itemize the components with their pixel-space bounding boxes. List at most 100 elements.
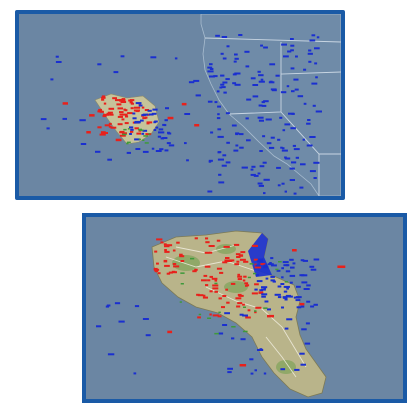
unit-marker <box>134 138 140 141</box>
unit-marker <box>180 260 185 262</box>
unit-marker <box>128 99 133 102</box>
unit-marker <box>235 144 239 147</box>
unit-marker <box>202 294 206 297</box>
unit-marker <box>282 261 289 264</box>
unit-marker <box>167 131 170 134</box>
unit-marker <box>202 296 208 299</box>
unit-marker <box>141 132 145 135</box>
unit-marker <box>264 300 269 303</box>
unit-marker <box>337 265 346 268</box>
unit-marker <box>145 334 151 337</box>
unit-marker <box>148 113 154 116</box>
unit-marker <box>207 66 213 69</box>
unit-marker <box>250 372 254 375</box>
unit-marker <box>119 113 123 116</box>
unit-marker <box>163 259 168 263</box>
unit-marker <box>219 86 223 89</box>
unit-marker <box>290 127 296 130</box>
unit-marker <box>270 88 277 91</box>
unit-marker <box>102 115 107 118</box>
unit-marker <box>309 136 316 138</box>
unit-marker <box>254 369 257 372</box>
unit-marker <box>214 101 218 104</box>
unit-marker <box>205 284 209 287</box>
top-map-panel[interactable] <box>15 10 345 200</box>
unit-marker <box>207 70 214 73</box>
unit-marker <box>233 243 240 246</box>
unit-marker <box>101 98 105 101</box>
unit-marker <box>270 279 275 282</box>
unit-marker <box>142 117 147 120</box>
top-map-canvas[interactable] <box>19 14 341 196</box>
unit-marker <box>55 55 59 58</box>
unit-marker <box>237 293 242 296</box>
unit-marker <box>225 78 230 81</box>
unit-marker <box>142 318 149 320</box>
unit-marker <box>255 264 261 267</box>
unit-marker <box>132 117 137 120</box>
unit-marker <box>263 307 268 309</box>
bottom-map-panel[interactable] <box>82 213 407 403</box>
unit-marker <box>107 353 115 356</box>
unit-marker <box>258 74 264 77</box>
unit-marker <box>130 102 134 105</box>
unit-marker <box>306 122 311 125</box>
unit-marker <box>271 264 277 267</box>
unit-marker <box>222 81 228 84</box>
unit-marker <box>289 167 295 170</box>
unit-marker <box>222 154 227 157</box>
unit-marker <box>307 119 311 121</box>
unit-marker <box>272 280 276 283</box>
unit-marker <box>173 265 180 268</box>
unit-marker <box>217 158 224 161</box>
unit-marker <box>196 293 200 296</box>
unit-marker <box>213 75 218 78</box>
unit-marker <box>141 106 145 109</box>
unit-marker <box>306 144 313 147</box>
bottom-map-canvas[interactable] <box>86 217 403 399</box>
unit-marker <box>284 327 289 330</box>
unit-marker <box>96 325 102 328</box>
unit-marker <box>289 274 296 277</box>
unit-marker <box>174 57 178 60</box>
unit-marker <box>235 297 242 300</box>
unit-marker <box>252 244 257 247</box>
unit-marker <box>306 300 311 303</box>
unit-marker <box>221 36 228 38</box>
unit-marker <box>193 79 200 82</box>
unit-marker <box>218 173 222 176</box>
unit-marker <box>164 119 168 122</box>
unit-marker <box>214 290 218 293</box>
unit-marker <box>223 245 230 248</box>
unit-marker <box>116 103 122 106</box>
unit-marker <box>110 126 117 129</box>
unit-marker <box>231 124 237 127</box>
unit-marker <box>261 104 267 107</box>
unit-marker <box>197 316 201 319</box>
unit-marker <box>280 283 285 285</box>
unit-marker <box>293 78 299 81</box>
unit-marker <box>276 166 281 169</box>
unit-marker <box>269 80 273 83</box>
unit-marker <box>218 297 222 300</box>
unit-marker <box>227 367 233 370</box>
unit-marker <box>205 241 210 244</box>
unit-marker <box>244 282 249 285</box>
unit-marker <box>194 124 200 127</box>
unit-marker <box>296 285 301 288</box>
unit-marker <box>98 108 102 111</box>
unit-marker <box>152 108 158 111</box>
unit-marker <box>289 258 294 261</box>
unit-marker <box>205 237 209 240</box>
unit-marker <box>166 244 173 247</box>
unit-marker <box>126 141 131 144</box>
unit-marker <box>118 320 125 323</box>
unit-marker <box>263 287 266 290</box>
unit-marker <box>216 90 220 93</box>
unit-marker <box>250 168 254 171</box>
unit-marker <box>95 150 101 153</box>
unit-marker <box>216 267 223 270</box>
unit-marker <box>168 144 175 147</box>
unit-marker <box>284 123 291 126</box>
unit-marker <box>129 126 134 129</box>
